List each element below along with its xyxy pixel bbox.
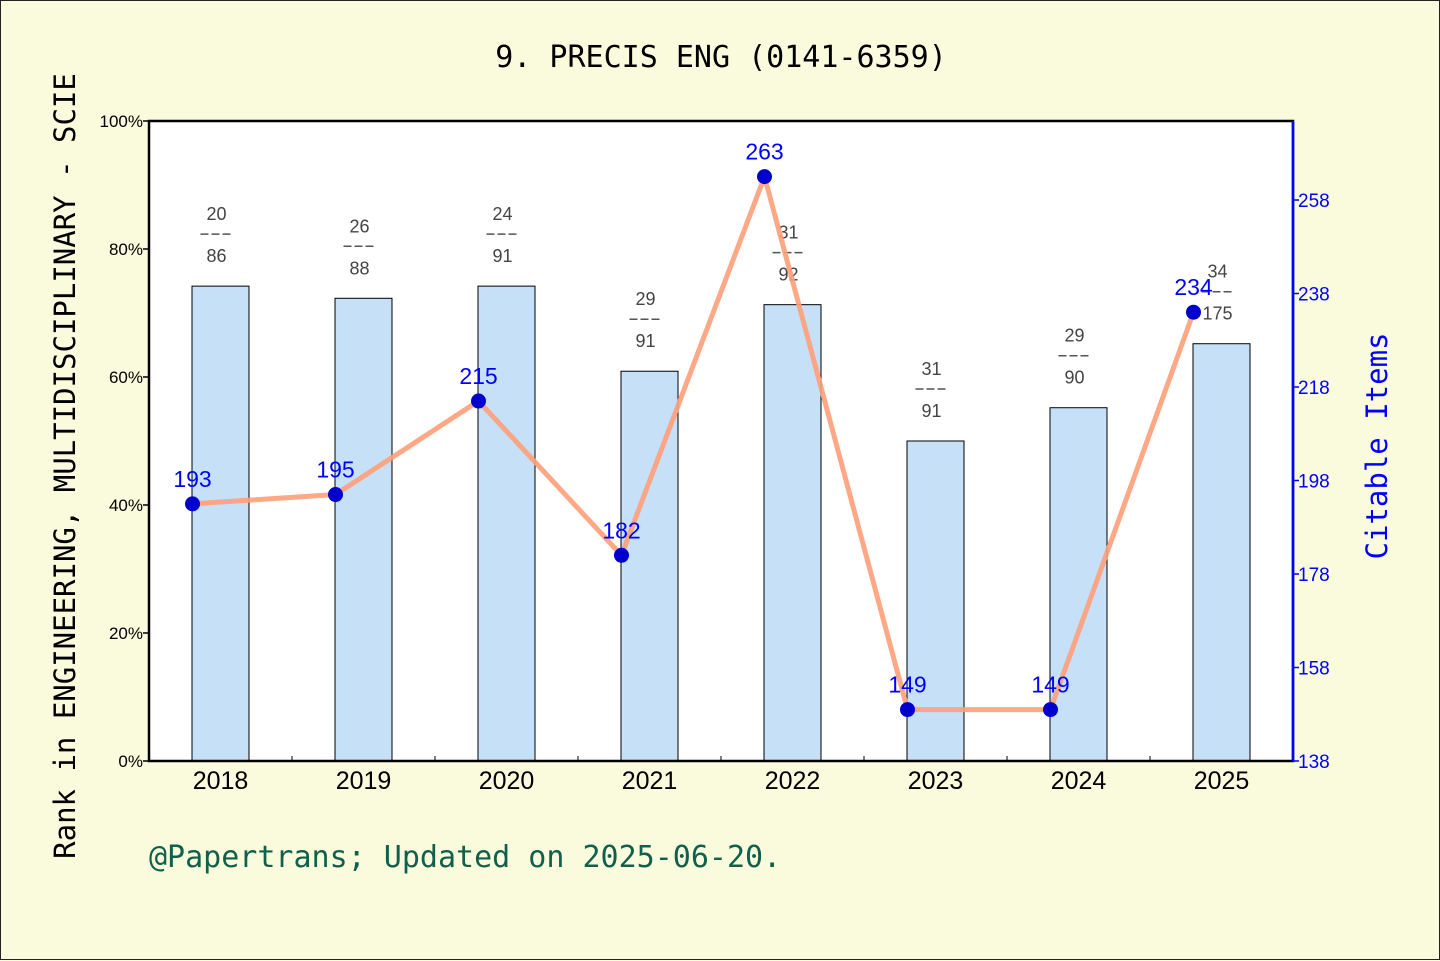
citable-value-label: 263 — [745, 139, 783, 165]
y2-tick-label: 158 — [1298, 659, 1330, 680]
x-tick-label: 2019 — [336, 767, 392, 795]
bar-2019 — [334, 297, 393, 762]
citable-value-label: 149 — [888, 672, 926, 698]
footer-note: @Papertrans; Updated on 2025-06-20. — [149, 840, 781, 875]
x-tick-label: 2024 — [1051, 767, 1107, 795]
x-tick-label: 2021 — [622, 767, 678, 795]
bar-2022 — [763, 304, 822, 762]
bar-2020 — [477, 285, 536, 762]
y2-tick-label: 258 — [1298, 191, 1330, 212]
y2-tick-label: 198 — [1298, 472, 1330, 493]
plot-area — [149, 121, 1293, 761]
x-tick-label: 2023 — [908, 767, 964, 795]
y2-tick-label: 178 — [1298, 565, 1330, 586]
y-tick-label: 0% — [118, 752, 143, 771]
y-axis-label: Rank in ENGINEERING, MULTIDISCIPLINARY -… — [48, 73, 82, 859]
y-tick-label: 80% — [109, 240, 143, 259]
bar-rank-label: 34 — [1207, 262, 1227, 282]
bar-rank-label: 24 — [492, 204, 512, 224]
citable-point-2021 — [614, 547, 629, 563]
citable-value-label: 149 — [1031, 672, 1069, 698]
citable-items-line — [192, 174, 1196, 713]
bar-total-label: 91 — [492, 246, 512, 266]
x-tick-label: 2025 — [1194, 767, 1250, 795]
bar-rank-label: 29 — [635, 289, 655, 309]
bar-rank-label: 31 — [778, 223, 798, 243]
bar-total-label: 175 — [1202, 304, 1232, 324]
y-tick-label: 100% — [100, 112, 143, 131]
bar-2025 — [1192, 343, 1251, 762]
y2-axis-label: Citable Items — [1360, 333, 1394, 560]
citable-point-2022 — [757, 169, 772, 185]
chart-title: 9. PRECIS ENG (0141-6359) — [495, 40, 947, 75]
citable-point-2025 — [1186, 304, 1201, 320]
citable-value-label: 195 — [316, 457, 354, 483]
y2-tick-label: 138 — [1298, 752, 1330, 773]
x-tick-label: 2020 — [479, 767, 535, 795]
citable-point-2019 — [328, 487, 343, 503]
citable-point-2020 — [471, 393, 486, 409]
y2-tick-label: 238 — [1298, 285, 1330, 306]
bar-total-label: 90 — [1064, 368, 1084, 388]
bar-rank-label: 20 — [206, 204, 226, 224]
bar-rank-label: 26 — [349, 216, 369, 236]
bar-rank-label: 31 — [921, 359, 941, 379]
bar-total-label: 91 — [921, 401, 941, 421]
y-tick-label: 20% — [109, 624, 143, 643]
y2-tick-label: 218 — [1298, 378, 1330, 399]
x-tick-label: 2018 — [193, 767, 249, 795]
y-tick-label: 40% — [109, 496, 143, 515]
citable-value-label: 182 — [602, 517, 640, 543]
bar-2018 — [191, 285, 250, 762]
citable-value-label: 215 — [459, 363, 497, 389]
bar-2024 — [1049, 407, 1108, 762]
citable-point-2023 — [900, 702, 915, 718]
bar-total-label: 91 — [635, 331, 655, 351]
citable-value-label: 193 — [173, 466, 211, 492]
bar-rank-label: 29 — [1064, 326, 1084, 346]
citable-point-2024 — [1043, 702, 1058, 718]
bar-total-label: 86 — [206, 246, 226, 266]
bar-2023 — [906, 440, 965, 762]
citable-value-label: 234 — [1174, 274, 1213, 300]
x-tick-label: 2022 — [765, 767, 821, 795]
citable-point-2018 — [185, 496, 200, 512]
bar-total-label: 88 — [349, 258, 369, 278]
y-tick-label: 60% — [109, 368, 143, 387]
